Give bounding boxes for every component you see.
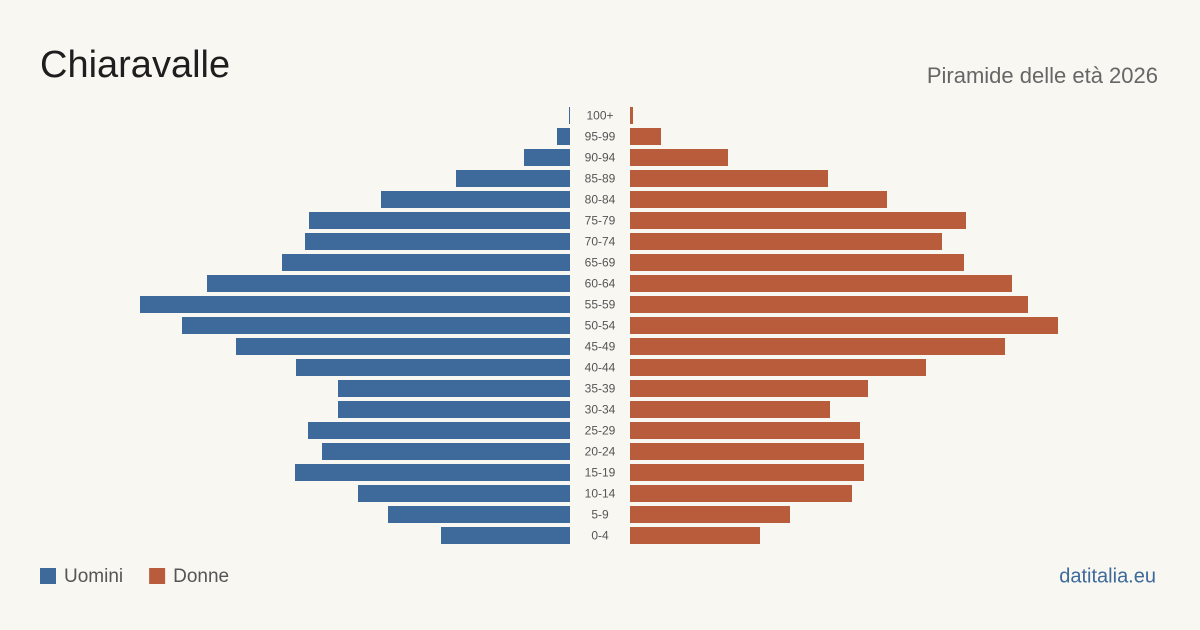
bar [630, 233, 942, 250]
bar [282, 254, 570, 271]
legend-swatch [40, 568, 56, 584]
bar [207, 275, 570, 292]
age-label: 0-4 [591, 529, 609, 543]
chart-title: Chiaravalle [40, 44, 230, 86]
bar [630, 401, 830, 418]
bar [630, 212, 966, 229]
age-label: 95-99 [585, 130, 616, 144]
bar [388, 506, 570, 523]
bar [630, 443, 864, 460]
bar [630, 254, 964, 271]
bar [630, 422, 860, 439]
bar [630, 107, 633, 124]
bar [381, 191, 570, 208]
age-label: 10-14 [585, 487, 616, 501]
bar [630, 527, 760, 544]
bar [322, 443, 570, 460]
chart-subtitle: Piramide delle età 2026 [927, 63, 1158, 88]
bar [630, 338, 1005, 355]
age-label: 20-24 [585, 445, 616, 459]
age-label: 25-29 [585, 424, 616, 438]
bar [182, 317, 570, 334]
bar [295, 464, 570, 481]
bar [338, 401, 570, 418]
age-label: 30-34 [585, 403, 616, 417]
age-label: 50-54 [585, 319, 616, 333]
bar [441, 527, 570, 544]
bar [630, 359, 926, 376]
bar [305, 233, 570, 250]
bar [140, 296, 570, 313]
bar [630, 191, 887, 208]
source: datitalia.eu [1059, 565, 1156, 587]
age-label: 40-44 [585, 361, 616, 375]
age-label: 60-64 [585, 277, 616, 291]
age-label: 5-9 [591, 508, 609, 522]
age-label: 55-59 [585, 298, 616, 312]
bar [309, 212, 570, 229]
age-label: 90-94 [585, 151, 616, 165]
age-label: 35-39 [585, 382, 616, 396]
bar [557, 128, 570, 145]
age-label: 15-19 [585, 466, 616, 480]
bar [630, 149, 728, 166]
age-label: 45-49 [585, 340, 616, 354]
bar [296, 359, 570, 376]
bar [569, 107, 570, 124]
bar [236, 338, 570, 355]
bar [630, 464, 864, 481]
age-label: 100+ [586, 109, 613, 123]
age-label: 70-74 [585, 235, 616, 249]
bar [524, 149, 570, 166]
bar [630, 275, 1012, 292]
legend-label: Uomini [64, 566, 123, 587]
bar [630, 506, 790, 523]
bar [308, 422, 570, 439]
bar [630, 485, 852, 502]
legend-swatch [149, 568, 166, 584]
age-label: 75-79 [585, 214, 616, 228]
bar [338, 380, 570, 397]
bar [630, 296, 1028, 313]
legend-label: Donne [173, 566, 229, 587]
age-label: 65-69 [585, 256, 616, 270]
age-label: 80-84 [585, 193, 616, 207]
bar [630, 170, 828, 187]
bar [456, 170, 570, 187]
age-label: 85-89 [585, 172, 616, 186]
bar [630, 380, 868, 397]
bar [630, 317, 1058, 334]
bar [358, 485, 570, 502]
bar [630, 128, 661, 145]
